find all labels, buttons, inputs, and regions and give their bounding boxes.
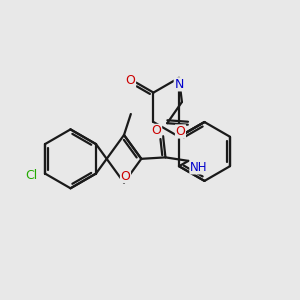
Text: N: N: [174, 78, 184, 91]
Text: NH: NH: [190, 161, 207, 174]
Text: O: O: [176, 125, 185, 138]
Text: O: O: [152, 124, 162, 137]
Text: O: O: [121, 170, 130, 183]
Text: Cl: Cl: [26, 169, 38, 182]
Text: O: O: [126, 74, 136, 87]
